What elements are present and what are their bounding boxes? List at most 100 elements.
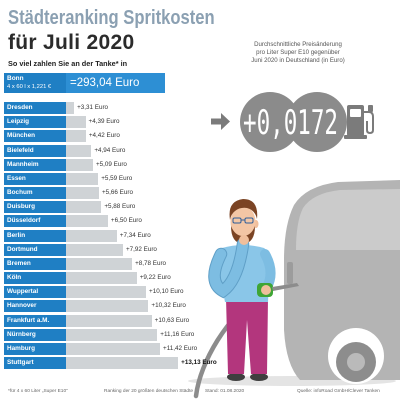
city-label: Köln [4,272,66,285]
value-label: +3,31 Euro [77,104,109,111]
display-circle-left [240,92,300,152]
value-label: +5,09 Euro [95,160,127,168]
footer-date: Stand: 01.08.2020 [205,389,245,394]
bar-row: Duisburg +5,88 Euro [4,201,396,214]
shoe-right [250,373,268,381]
reference-formula: 4 x 60 l x 1,221 € [7,84,52,90]
bar-row: Frankfurt a.M. +10,63 Euro [4,314,396,327]
bar-row: Dresden +3,31 Euro [4,102,396,114]
hand-right [261,285,271,295]
car-hub [347,353,365,371]
pants [226,298,268,374]
city-label: München [4,130,66,143]
caption-line: Juni 2020 in Deutschland (in Euro) [251,57,345,64]
value-label: +10,63 Euro [154,316,190,324]
bar-row: Düsseldorf +6,50 Euro [4,215,396,228]
page-title: Städteranking Spritkosten [8,7,215,29]
pump-base [344,135,367,139]
arm-left [209,238,249,298]
reference-city-box: Bonn 4 x 60 l x 1,221 € =293,04 Euro [4,73,165,93]
head [230,206,256,238]
value-label: +10,10 Euro [149,288,184,296]
city-label: Bremen [4,257,66,270]
value-label: +6,50 Euro [110,217,142,225]
price-change-display: +0,0172 [240,92,347,152]
bar-row: München +4,42 Euro [4,130,396,143]
city-label: Leipzig [4,116,66,129]
pump-hose [364,111,374,135]
footer-note: *für 4 x 60 Liter „Super E10“ [8,389,68,394]
bar-row: Essen +5,59 Euro [4,172,396,185]
caption-line: Durchschnittliche Preisänderung [254,41,342,48]
bar-row: Hannover +10,32 Euro [4,300,396,313]
glasses [232,217,254,224]
city-label: Nürnberg [4,328,66,341]
value-label: +5,66 Euro [101,189,133,197]
price-change-value: +0,0172 [243,103,338,143]
value-label: +7,34 Euro [119,231,151,239]
value-label: +4,94 Euro [94,146,126,154]
nozzle-spout [272,283,299,291]
hair [229,199,258,220]
beard [231,226,255,244]
bar-row: Berlin +7,34 Euro [4,229,396,242]
reference-total: =293,04 Euro [70,77,140,89]
city-label: Berlin [4,229,66,242]
value-label: +11,42 Euro [163,344,198,352]
value-label: +5,88 Euro [104,203,136,211]
pump-window [350,109,361,117]
bar-row: Bielefeld +4,94 Euro [4,144,396,157]
shoe-left [227,373,245,381]
city-label: Frankfurt a.M. [4,314,66,327]
man [193,199,299,399]
bar-row: Leipzig +4,39 Euro [4,116,396,129]
value-label: +10,32 Euro [151,302,186,310]
city-ranking-chart: Dresden +3,31 Euro Leipzig +4,39 Euro Münche… [4,102,396,374]
bar-row: Nürnberg +11,16 Euro [4,328,396,341]
chart-subtitle: So viel zahlen Sie an der Tanke* in [8,59,128,68]
fuel-pump-icon [344,105,374,139]
caption-line: pro Liter Super E10 gegenüber [256,49,340,56]
bar-row: Dortmund +7,92 Euro [4,243,396,256]
value-label: +4,39 Euro [88,118,120,126]
value-label: +5,59 Euro [101,174,133,182]
bar-row: Stuttgart +13,13 Euro [4,357,396,370]
city-label: Stuttgart [4,357,66,370]
display-circle-right [287,92,347,152]
reference-city-label: Bonn [7,75,24,82]
city-label: Bochum [4,187,66,200]
bar-row: Wuppertal +10,10 Euro [4,286,396,299]
city-label: Wuppertal [4,286,66,299]
city-label: Bielefeld [4,144,66,157]
bar-row: Hamburg +11,42 Euro [4,342,396,355]
bar-row: Bochum +5,66 Euro [4,187,396,200]
hand-left [239,235,249,245]
footer-ranking: Ranking der 20 größten deutschen Städte [104,389,194,394]
city-label: Dresden [4,102,66,114]
bar-row: Köln +9,22 Euro [4,272,396,285]
value-label: +8,78 Euro [135,259,167,267]
bar-row: Bremen +8,78 Euro [4,257,396,270]
footer-source: Quelle: infoRoad GmbH/Clever Tanken [297,389,380,394]
city-label: Essen [4,172,66,185]
city-label: Dortmund [4,243,66,256]
value-label: +13,13 Euro [181,359,217,367]
price-change-caption: Durchschnittliche Preisänderung pro Lite… [238,41,358,65]
city-label: Hannover [4,300,66,313]
value-label: +9,22 Euro [139,274,171,282]
city-label: Duisburg [4,201,66,214]
city-label: Mannheim [4,158,66,171]
city-label: Düsseldorf [4,215,66,228]
reference-city-panel: Bonn 4 x 60 l x 1,221 € [4,73,66,93]
car-window [296,189,400,250]
value-label: +11,16 Euro [160,330,195,338]
page-title-month: für Juli 2020 [8,31,135,54]
value-label: +4,42 Euro [88,132,120,140]
city-label: Hamburg [4,342,66,355]
pump-nozzle [368,105,373,112]
bar-row: Mannheim +5,09 Euro [4,158,396,171]
car [284,180,400,384]
value-label: +7,92 Euro [125,245,157,253]
reference-total-panel: =293,04 Euro [66,73,165,93]
